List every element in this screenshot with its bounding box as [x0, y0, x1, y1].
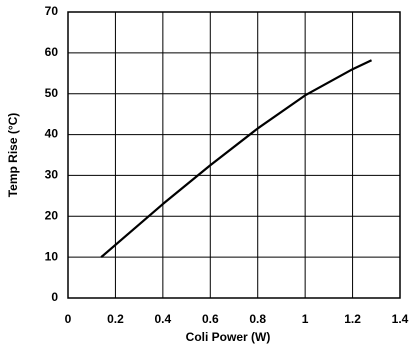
- x-tick-label: 0: [65, 312, 72, 326]
- x-tick-label: 0.4: [155, 312, 172, 326]
- plot-frame: [67, 11, 401, 299]
- x-tick-label: 0.8: [249, 312, 266, 326]
- y-tick-label: 10: [45, 249, 59, 263]
- data-line: [100, 59, 373, 258]
- x-tick-label: 1.2: [344, 312, 361, 326]
- y-tick-label: 0: [51, 290, 58, 304]
- x-tick-label: 1.4: [392, 312, 409, 326]
- x-tick-label: 0.6: [202, 312, 219, 326]
- x-tick-label: 1: [302, 312, 309, 326]
- y-tick-label: 50: [45, 86, 59, 100]
- x-tick-label: 0.2: [107, 312, 124, 326]
- y-tick-label: 20: [45, 208, 59, 222]
- y-tick-label: 60: [45, 45, 59, 59]
- y-tick-label: 70: [45, 4, 59, 18]
- y-tick-label: 30: [45, 168, 59, 182]
- y-axis-label: Temp Rise (°C): [6, 113, 20, 198]
- x-axis-label: Coli Power (W): [186, 330, 271, 344]
- y-tick-label: 40: [45, 127, 59, 141]
